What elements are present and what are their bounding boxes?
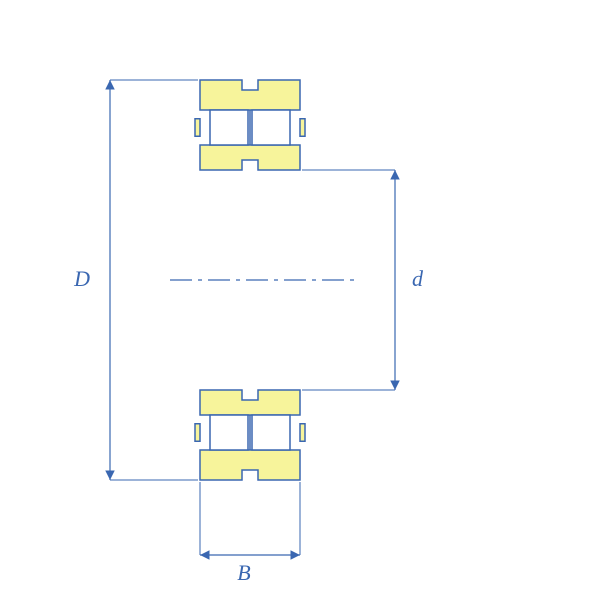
- bearing-cross-section-diagram: D d B: [0, 0, 600, 600]
- label-outer-diameter: D: [73, 266, 90, 291]
- label-inner-diameter: d: [412, 266, 424, 291]
- label-width: B: [237, 560, 250, 585]
